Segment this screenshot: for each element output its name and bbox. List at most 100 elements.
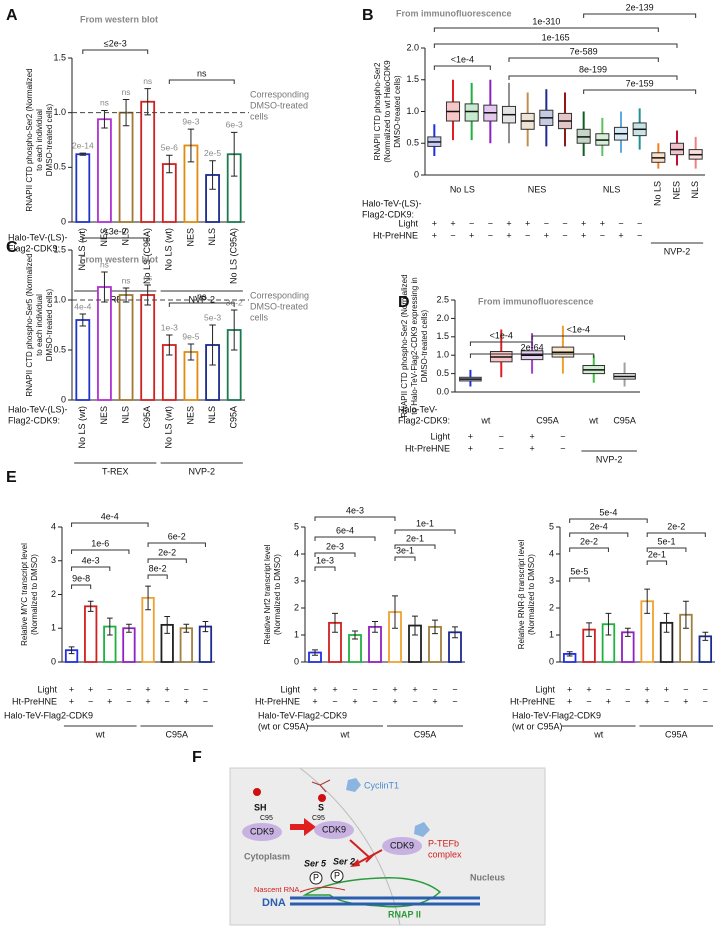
significance-label: ≤2e-3 (104, 38, 127, 48)
significance-label: <1e-4 (490, 330, 513, 340)
condition-sign: + (618, 230, 623, 240)
significance-label: 2e-139 (626, 2, 654, 12)
condition-label: Ht-PreHNE (373, 230, 418, 240)
condition-sign: + (69, 684, 74, 694)
p-value: 5e-3 (204, 312, 221, 322)
y-tick-label: 1.5 (53, 244, 66, 254)
condition-sign: − (488, 218, 493, 228)
diagram-label: Cytoplasm (244, 851, 290, 861)
x-tick-label: No LS (653, 181, 663, 206)
diagram-label: Nascent RNA (254, 885, 299, 894)
y-tick-label: 1.5 (53, 52, 66, 62)
p-value: 6e-3 (226, 120, 243, 130)
y-tick-label: 2 (51, 589, 56, 599)
group-label: No LS (450, 184, 475, 194)
error-bar (209, 160, 216, 190)
y-axis-label: RNAPII CTD phospho-Ser2 (373, 62, 382, 160)
cyclin-shape (414, 822, 430, 837)
significance-bracket (314, 516, 396, 521)
error-bar (624, 627, 631, 637)
cyclin-shape (346, 778, 361, 792)
significance-bracket (168, 79, 235, 84)
significance-label: 9e-8 (72, 573, 90, 583)
y-axis-label: (Normalized to DMSO) (30, 554, 39, 635)
condition-sign: − (126, 684, 131, 694)
diagram-label: CDK9 (322, 824, 346, 834)
significance-bracket (569, 577, 590, 582)
x-tick-label: NES (185, 228, 195, 247)
condition-sign: − (488, 230, 493, 240)
y-tick-label: 1 (51, 623, 56, 633)
condition-sign: + (664, 684, 669, 694)
x-tick-label: NES (185, 406, 195, 425)
y-tick-label: 0 (414, 169, 419, 179)
diagram-label: P (313, 872, 319, 882)
panel-subtitle: From immunofluorescence (478, 296, 594, 306)
significance-label: 1e-1 (416, 518, 434, 528)
group-label: C95A (414, 729, 437, 739)
y-tick-label: 2.0 (406, 42, 419, 52)
electrophile (253, 788, 261, 796)
group-label: wt (95, 729, 105, 739)
significance-bracket (569, 547, 609, 552)
condition-sign: + (468, 431, 473, 441)
error-bar (122, 287, 130, 303)
error-bar (79, 313, 87, 327)
condition-sign: − (544, 218, 549, 228)
significance-label: 2e-2 (667, 521, 685, 531)
error-bar (87, 600, 94, 612)
error-bar (332, 612, 338, 633)
group-label: NVP-2 (188, 466, 215, 476)
y-axis-label: DMSO-treated cells) (45, 103, 54, 176)
row-label: Flag2-CDK9: (398, 415, 450, 425)
panel-f: F CyclinT1 SH C95 CDK9 S C95 CDK9 Cytopl… (192, 749, 546, 926)
diagram-label: P (334, 870, 340, 880)
condition-sign: − (560, 443, 565, 453)
significance-bracket (508, 75, 678, 80)
significance-label: 8e-199 (579, 64, 607, 74)
y-tick-label: 0 (61, 394, 66, 404)
row-label: Halo-TeV- (398, 404, 438, 414)
condition-label: Light (37, 684, 57, 694)
phosphate (309, 871, 323, 885)
row-label: Flag2-CDK9: (8, 415, 60, 425)
error-bar (68, 646, 75, 655)
condition-sign: − (452, 684, 457, 694)
condition-sign: − (586, 696, 591, 706)
row-label: Halo-TeV-(LS)- (362, 198, 422, 208)
row-label: (wt or C95A) (512, 721, 563, 731)
y-axis-label: DMSO-treated cells) (45, 288, 54, 361)
group-label: T-REX (102, 466, 129, 476)
condition-sign: + (392, 696, 397, 706)
condition-sign: + (69, 696, 74, 706)
significance-label: 5e-1 (658, 536, 676, 546)
bar (75, 319, 91, 401)
y-tick-label: 0 (549, 656, 554, 666)
condition-sign: − (452, 696, 457, 706)
row-label: Halo-TeV-Flag2-CDK9 (258, 710, 347, 720)
diagram-label: P-TEFb (428, 838, 459, 848)
condition-sign: − (450, 230, 455, 240)
error-bar (183, 623, 190, 633)
condition-sign: + (432, 218, 437, 228)
significance-label: ns (197, 68, 207, 78)
significance-label: <1e-4 (451, 54, 474, 64)
condition-sign: + (469, 230, 474, 240)
error-bar (392, 595, 398, 629)
significance-bracket (168, 302, 235, 307)
significance-label: 2e-2 (580, 536, 598, 546)
reference-label: Corresponding (250, 89, 309, 99)
p-value: 9e-5 (182, 331, 199, 341)
condition-sign: − (625, 696, 630, 706)
error-bar (79, 152, 87, 156)
error-bar (586, 622, 592, 637)
y-tick-label: 1.0 (53, 294, 66, 304)
condition-sign: + (332, 684, 337, 694)
y-tick-label: 1.0 (406, 106, 419, 116)
reaction-arrow (290, 818, 316, 836)
y-tick-label: 0.0 (436, 386, 449, 396)
error-bar (432, 619, 438, 635)
error-bar (144, 284, 151, 306)
y-axis-label: to each individual (35, 294, 44, 356)
